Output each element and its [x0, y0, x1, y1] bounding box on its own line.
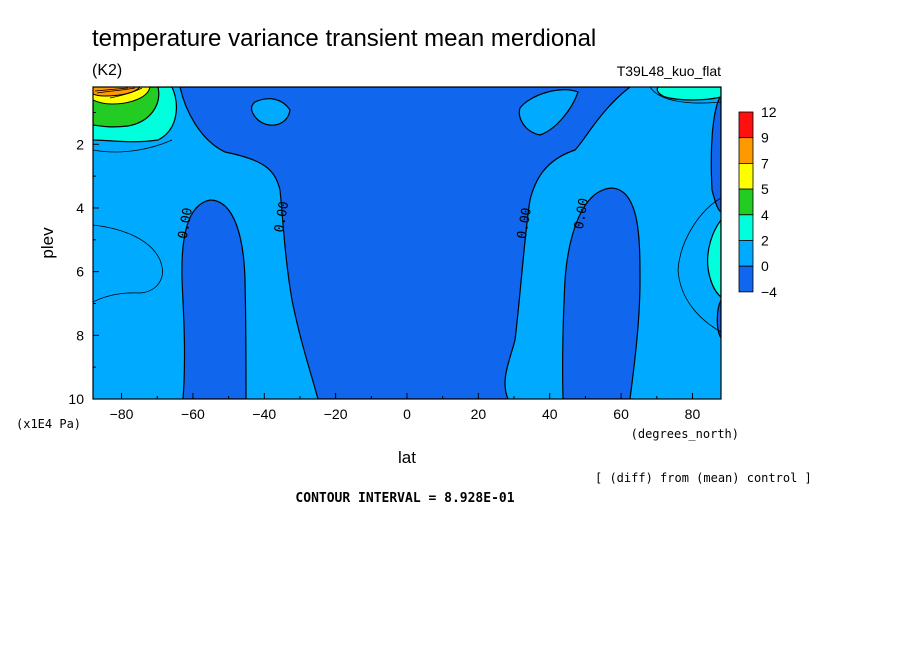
region-neg-right [562, 187, 641, 399]
contour-line-left [93, 224, 163, 303]
region-pos-left-pocket [251, 98, 291, 126]
y-tick-label: 6 [76, 264, 84, 280]
x-tick-label: −60 [181, 406, 205, 422]
colorbar-level-label: 12 [761, 104, 777, 120]
colorbar-level-label: 5 [761, 181, 769, 197]
colorbar-level-label: −4 [761, 284, 777, 300]
colorbar-level-label: 2 [761, 233, 769, 249]
colorbar: 12 9 7 5 4 2 0 −4 [738, 104, 777, 300]
y-tick-label: 10 [68, 391, 84, 407]
x-axis-units: (degrees_north) [631, 427, 739, 441]
colorbar-swatch [738, 240, 754, 267]
y-axis-label: plev [38, 227, 57, 259]
region-2-to-4-upper-right [656, 87, 721, 101]
footer-note: [ (diff) from (mean) control ] [595, 471, 812, 485]
x-tick-label: −40 [252, 406, 276, 422]
colorbar-level-label: 9 [761, 130, 769, 146]
run-label: T39L48_kuo_flat [617, 63, 721, 79]
y-axis-units: (x1E4 Pa) [16, 417, 81, 431]
contour-label: 0.00 [572, 197, 592, 230]
x-axis-label: lat [398, 448, 416, 467]
contour-line-left-upper [93, 139, 173, 153]
colorbar-level-label: 0 [761, 258, 769, 274]
x-tick-label: 80 [685, 406, 701, 422]
colorbar-level-label: 7 [761, 155, 769, 171]
y-tick-label: 2 [76, 136, 84, 152]
contour-labels: 0.00 0.00 0.00 0.00 [176, 197, 592, 240]
chart-units: (K2) [92, 62, 122, 79]
region-neg-central [179, 87, 631, 399]
x-tick-label: 20 [471, 406, 487, 422]
colorbar-swatch [738, 265, 754, 293]
colorbar-swatch [738, 111, 754, 139]
x-tick-label: 0 [403, 406, 411, 422]
region-neg-left [181, 199, 247, 399]
contour-interval: CONTOUR INTERVAL = 8.928E-01 [295, 491, 514, 506]
contour-label: 0.00 [515, 207, 535, 240]
region-pos-right-pocket [518, 89, 579, 136]
contour-label: 0.00 [272, 200, 292, 233]
colorbar-swatch [738, 162, 754, 190]
contour-line-right-upper [649, 87, 721, 104]
x-tick-label: 60 [613, 406, 629, 422]
colorbar-swatch [738, 214, 754, 241]
colorbar-level-label: 4 [761, 207, 769, 223]
y-axis-ticks: 2 4 6 8 10 [68, 111, 99, 407]
x-tick-label: −80 [110, 406, 134, 422]
region-neg-right-edge [710, 93, 721, 213]
region-2-to-4-right [707, 218, 721, 298]
x-tick-label: −20 [324, 406, 348, 422]
x-axis-ticks: −80 −60 −40 −20 0 20 40 60 80 [110, 393, 701, 422]
y-tick-label: 4 [76, 200, 84, 216]
contour-line-right [677, 197, 721, 333]
contour-label: 0.00 [176, 207, 196, 240]
y-tick-label: 8 [76, 327, 84, 343]
contour-fill [93, 87, 721, 399]
colorbar-swatch [738, 188, 754, 216]
x-tick-label: 40 [542, 406, 558, 422]
contour-line-upper-left-detail [94, 87, 143, 99]
chart-title: temperature variance transient mean merd… [92, 25, 596, 52]
colorbar-swatch [738, 137, 754, 164]
